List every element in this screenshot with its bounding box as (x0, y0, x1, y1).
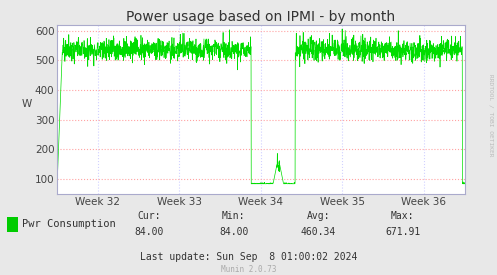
Text: 671.91: 671.91 (385, 227, 420, 237)
Text: Pwr Consumption: Pwr Consumption (22, 219, 116, 229)
Text: Last update: Sun Sep  8 01:00:02 2024: Last update: Sun Sep 8 01:00:02 2024 (140, 252, 357, 262)
Text: RRDTOOL / TOBI OETIKER: RRDTOOL / TOBI OETIKER (488, 74, 493, 157)
Text: 84.00: 84.00 (134, 227, 164, 237)
Text: Min:: Min: (222, 211, 246, 221)
Text: Cur:: Cur: (137, 211, 161, 221)
Text: Max:: Max: (391, 211, 414, 221)
Text: 460.34: 460.34 (301, 227, 335, 237)
Text: Munin 2.0.73: Munin 2.0.73 (221, 265, 276, 274)
Text: Avg:: Avg: (306, 211, 330, 221)
Title: Power usage based on IPMI - by month: Power usage based on IPMI - by month (126, 10, 396, 24)
Text: 84.00: 84.00 (219, 227, 248, 237)
Y-axis label: W: W (21, 99, 31, 109)
